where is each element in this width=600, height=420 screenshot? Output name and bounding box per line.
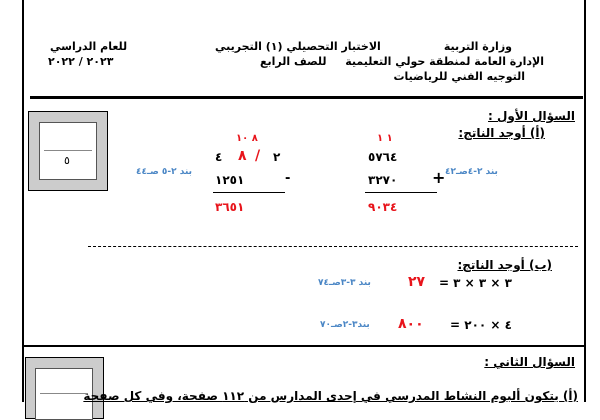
q2-part-a-text: (أ) يتكون ألبوم النشاط المدرسي في إحدى ا…: [83, 389, 578, 403]
exam-title: الاختبار التحصيلي (١) التجريبي: [215, 40, 381, 53]
q1-part-b: (ب) أوجد الناتج:: [457, 258, 552, 272]
page-border-right: [584, 0, 586, 402]
score-box-2: [25, 357, 104, 420]
score-value: ٥: [64, 154, 70, 167]
page-border-left: [22, 0, 24, 402]
minus-sign: -: [285, 171, 291, 186]
addition-carries: ١ ١: [377, 133, 393, 144]
subtraction-bottom: ١٢٥١: [215, 173, 245, 187]
q2-title: السؤال الثاني :: [484, 355, 575, 369]
plus-sign: +: [432, 168, 446, 187]
eq1-reference: بند ٣-٣صـ٧٤: [318, 278, 371, 288]
crossed-digit-zero: /: [255, 148, 261, 164]
subtraction-result: ٣٦٥١: [215, 200, 245, 214]
subtraction-carries: ٨ ١٠: [236, 133, 258, 144]
ministry: وزارة التربية: [443, 40, 512, 53]
header-divider: [30, 96, 583, 99]
crossed-digit: ٨: [238, 148, 247, 164]
q1-part-a: (أ) أوجد الناتج:: [458, 126, 545, 140]
dashed-divider: [88, 246, 578, 247]
top-digit-thousands: ٤: [215, 150, 223, 164]
addition-bottom: ٣٢٧٠: [368, 173, 398, 187]
section-divider: [22, 345, 586, 347]
q1-title: السؤال الأول :: [488, 109, 575, 123]
subtraction-reference: بند ٢-٥ صـ٤٤: [136, 167, 193, 177]
top-digit-ones: ٢: [273, 150, 281, 164]
addition-reference: بند ٢-٤صـ٤٢: [445, 167, 498, 177]
year: ٢٠٢٣ / ٢٠٢٢: [48, 55, 114, 68]
score-box: ٥: [28, 111, 108, 191]
grade: للصف الرابع: [260, 55, 327, 68]
district: الإدارة العامة لمنطقة حولي التعليمية: [345, 55, 544, 68]
eq1-answer: ٢٧: [408, 274, 426, 290]
eq1-expression: ٣ × ٣ × ٣ =: [438, 276, 512, 290]
addition-line: [365, 192, 437, 193]
addition-top: ٥٧٦٤: [368, 150, 398, 164]
eq2-expression: ٤ × ٢٠٠ =: [450, 318, 512, 332]
eq2-answer: ٨٠٠: [398, 316, 424, 332]
addition-result: ٩٠٣٤: [368, 200, 398, 214]
year-label: للعام الدراسي: [50, 40, 128, 53]
subtraction-line: [213, 192, 285, 193]
department: التوجيه الفني للرياضيات: [393, 70, 525, 83]
eq2-reference: بند٣-٢صـ٧٠: [320, 320, 370, 330]
